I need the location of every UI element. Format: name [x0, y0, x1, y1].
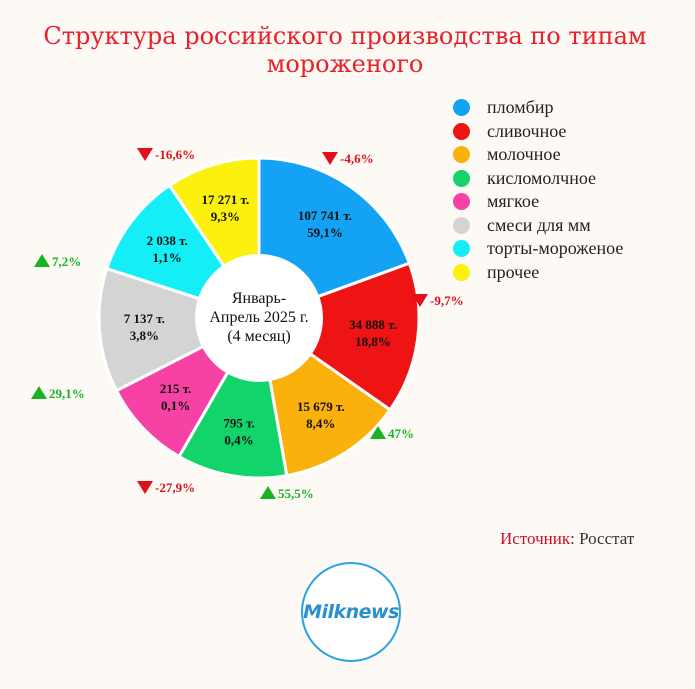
- center-label-line: (4 месяц): [227, 328, 290, 345]
- slice-value-label: 215 т.: [160, 381, 191, 396]
- legend-swatch: [453, 193, 470, 211]
- legend-swatch: [453, 240, 470, 258]
- decrease-triangle-icon: [322, 152, 338, 165]
- legend-label: молочное: [487, 144, 561, 165]
- legend-label: кисломолчное: [487, 167, 597, 188]
- change-label: -9,7%: [430, 293, 464, 308]
- source-label: Источник: [500, 529, 571, 548]
- logo-text: Milknews: [303, 601, 399, 623]
- slice-share-label: 0,4%: [224, 432, 253, 447]
- change-label: 29,1%: [49, 386, 85, 401]
- legend-item: смеси для мм: [453, 214, 623, 238]
- legend-label: сливочное: [487, 120, 567, 141]
- legend-item: прочее: [453, 261, 623, 285]
- slice-share-label: 8,4%: [306, 416, 335, 431]
- legend-swatch: [453, 122, 470, 140]
- increase-triangle-icon: [260, 486, 276, 499]
- legend-label: смеси для мм: [487, 214, 591, 235]
- change-label: 55,5%: [278, 486, 314, 501]
- chart-title-line-2: мороженого: [266, 50, 424, 78]
- source-note: Источник: Росстат: [500, 529, 634, 549]
- increase-triangle-icon: [34, 254, 50, 267]
- legend-item: торты-мороженое: [453, 237, 623, 261]
- legend-swatch: [453, 146, 470, 164]
- slice-value-label: 7 137 т.: [124, 311, 165, 326]
- slice-share-label: 9,3%: [211, 209, 240, 224]
- change-label: -16,6%: [155, 147, 195, 162]
- legend-item: сливочное: [453, 120, 623, 144]
- slice-value-label: 107 741 т.: [298, 208, 352, 223]
- legend-swatch: [453, 263, 470, 281]
- legend-item: кисломолчное: [453, 167, 623, 191]
- slice-share-label: 1,1%: [153, 250, 182, 265]
- change-label: 47%: [388, 426, 414, 441]
- change-label: -27,9%: [155, 480, 195, 495]
- change-label: -4,6%: [340, 151, 374, 166]
- chart-title-line-1: Структура российского производства по ти…: [43, 22, 647, 50]
- donut-hole: [195, 254, 323, 382]
- increase-triangle-icon: [31, 386, 47, 399]
- legend-label: мягкое: [487, 191, 540, 212]
- decrease-triangle-icon: [137, 481, 153, 494]
- legend-item: пломбир: [453, 96, 623, 120]
- change-label: 7,2%: [52, 254, 81, 269]
- chart-title: Структура российского производства по ти…: [0, 22, 690, 78]
- slice-value-label: 2 038 т.: [147, 233, 188, 248]
- center-label-line: Январь-: [232, 290, 286, 307]
- decrease-triangle-icon: [412, 294, 428, 307]
- slice-value-label: 795 т.: [223, 415, 254, 430]
- legend-swatch: [453, 99, 470, 117]
- center-label-line: Апрель 2025 г.: [209, 309, 308, 326]
- slice-value-label: 15 679 т.: [297, 399, 345, 414]
- legend-swatch: [453, 216, 470, 234]
- slice-value-label: 34 888 т.: [349, 317, 397, 332]
- decrease-triangle-icon: [137, 148, 153, 161]
- slice-share-label: 0,1%: [161, 398, 190, 413]
- milknews-logo: Milknews: [301, 562, 401, 662]
- slice-value-label: 17 271 т.: [202, 192, 250, 207]
- slice-share-label: 18,8%: [355, 334, 391, 349]
- slice-share-label: 59,1%: [307, 225, 343, 240]
- source-value: : Росстат: [570, 529, 635, 548]
- legend-item: молочное: [453, 143, 623, 167]
- increase-triangle-icon: [370, 426, 386, 439]
- legend-swatch: [453, 169, 470, 187]
- legend-label: прочее: [487, 261, 540, 282]
- legend-label: пломбир: [487, 97, 554, 118]
- legend: пломбир сливочное молочное кисломолчное мягк…: [453, 96, 623, 284]
- legend-label: торты-мороженое: [487, 238, 624, 259]
- slice-share-label: 3,8%: [130, 328, 159, 343]
- legend-item: мягкое: [453, 190, 623, 214]
